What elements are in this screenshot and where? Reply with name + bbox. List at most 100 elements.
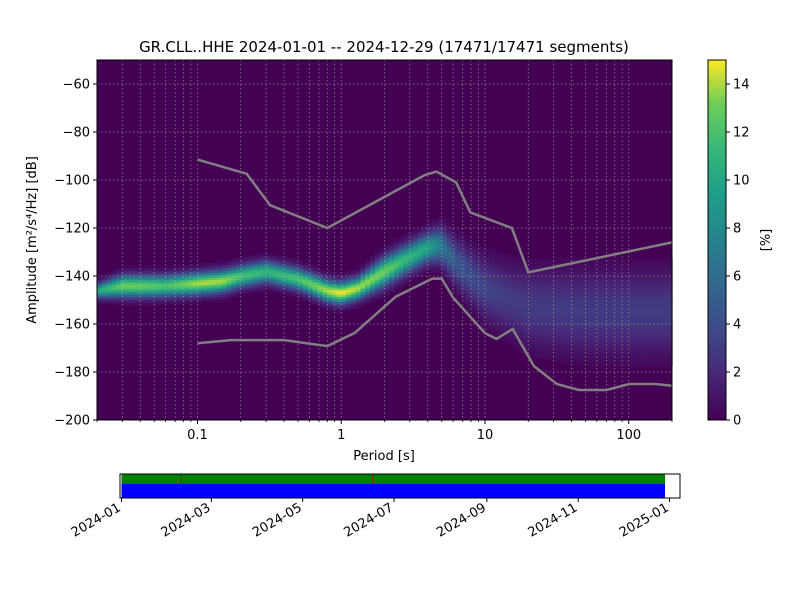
- heatmap-cell: [279, 270, 285, 273]
- heatmap-cell: [116, 296, 122, 300]
- heatmap-cell: [494, 334, 501, 338]
- heatmap-cell: [418, 250, 424, 254]
- heatmap-cell: [513, 282, 520, 285]
- heatmap-cell: [614, 310, 620, 314]
- heatmap-cell: [547, 301, 553, 305]
- heatmap-cell: [523, 318, 529, 321]
- heatmap-cell: [360, 301, 366, 305]
- heatmap-cell: [327, 277, 333, 281]
- heatmap-cell: [489, 248, 496, 252]
- heatmap-cell: [628, 334, 635, 338]
- heatmap-cell: [571, 289, 577, 293]
- heatmap-cell: [456, 277, 462, 281]
- heatmap-cell: [437, 238, 443, 242]
- heatmap-cell: [604, 265, 611, 269]
- heatmap-cell: [489, 308, 496, 312]
- heatmap-cell: [657, 260, 664, 264]
- heatmap-cell: [298, 265, 304, 269]
- heatmap-cell: [513, 315, 520, 319]
- heatmap-cell: [250, 260, 256, 264]
- heatmap-cell: [552, 286, 558, 290]
- heatmap-cell: [552, 274, 558, 278]
- heatmap-cell: [614, 258, 620, 261]
- heatmap-cell: [101, 291, 108, 295]
- heatmap-cell: [648, 267, 654, 271]
- heatmap-cell: [494, 250, 501, 254]
- heatmap-cell: [312, 282, 319, 285]
- heatmap-cell: [600, 294, 606, 297]
- y-tick-label: −120: [54, 222, 90, 237]
- heatmap-cell: [542, 258, 549, 261]
- heatmap-cell: [614, 279, 620, 283]
- heatmap-cell: [494, 262, 501, 266]
- heatmap-cell: [600, 344, 606, 348]
- heatmap-cell: [585, 339, 592, 343]
- heatmap-cell: [240, 272, 247, 276]
- heatmap-cell: [667, 342, 673, 345]
- heatmap-cell: [518, 286, 525, 290]
- heatmap-cell: [561, 303, 568, 307]
- heatmap-cell: [590, 260, 596, 264]
- heatmap-cell: [657, 306, 664, 309]
- heatmap-cell: [212, 265, 218, 269]
- heatmap-cell: [566, 330, 572, 333]
- heatmap-cell: [197, 291, 204, 295]
- heatmap-cell: [557, 339, 563, 343]
- heatmap-cell: [336, 286, 342, 290]
- heatmap-cell: [475, 313, 481, 317]
- heatmap-cell: [662, 282, 668, 285]
- heatmap-cell: [509, 291, 515, 295]
- heatmap-cell: [576, 282, 582, 285]
- heatmap-cell: [183, 267, 189, 271]
- heatmap-cell: [475, 318, 481, 321]
- heatmap-cell: [547, 262, 553, 266]
- heatmap-cell: [561, 270, 568, 273]
- heatmap-cell: [394, 282, 400, 285]
- heatmap-cell: [537, 330, 544, 333]
- heatmap-cell: [609, 262, 616, 266]
- heatmap-cell: [576, 356, 582, 360]
- heatmap-cell: [667, 344, 673, 348]
- timeline-tick-label: 2024-11: [526, 500, 581, 540]
- heatmap-cell: [657, 274, 664, 278]
- heatmap-cell: [604, 358, 611, 362]
- heatmap-cell: [288, 267, 295, 271]
- heatmap-cell: [566, 337, 572, 341]
- heatmap-cell: [614, 334, 620, 338]
- heatmap-cell: [446, 236, 453, 240]
- heatmap-cell: [164, 298, 170, 302]
- heatmap-cell: [537, 289, 544, 293]
- heatmap-cell: [643, 346, 649, 350]
- heatmap-cell: [513, 258, 520, 261]
- heatmap-cell: [509, 270, 515, 273]
- heatmap-cell: [178, 291, 184, 295]
- heatmap-cell: [279, 265, 285, 269]
- heatmap-cell: [365, 291, 371, 295]
- heatmap-cell: [643, 342, 649, 345]
- heatmap-cell: [235, 279, 242, 283]
- heatmap-cell: [216, 274, 223, 278]
- heatmap-cell: [533, 306, 539, 309]
- heatmap-cell: [643, 332, 649, 336]
- heatmap-cell: [442, 272, 448, 276]
- heatmap-cell: [135, 267, 141, 271]
- heatmap-cell: [662, 349, 668, 353]
- heatmap-cell: [509, 322, 515, 326]
- heatmap-cell: [461, 298, 467, 302]
- heatmap-cell: [470, 310, 477, 314]
- heatmap-cell: [518, 330, 525, 333]
- heatmap-cell: [624, 354, 630, 357]
- y-tick-label: −180: [54, 366, 90, 381]
- heatmap-cell: [576, 274, 582, 278]
- heatmap-cell: [547, 325, 553, 329]
- heatmap-cell: [216, 284, 223, 288]
- heatmap-cell: [504, 277, 510, 281]
- heatmap-cell: [518, 325, 525, 329]
- heatmap-cell: [259, 282, 266, 285]
- heatmap-cell: [221, 298, 227, 302]
- heatmap-cell: [212, 298, 218, 302]
- heatmap-cell: [317, 289, 323, 293]
- heatmap-cell: [499, 253, 505, 257]
- heatmap-cell: [585, 320, 592, 324]
- heatmap-cell: [144, 270, 151, 273]
